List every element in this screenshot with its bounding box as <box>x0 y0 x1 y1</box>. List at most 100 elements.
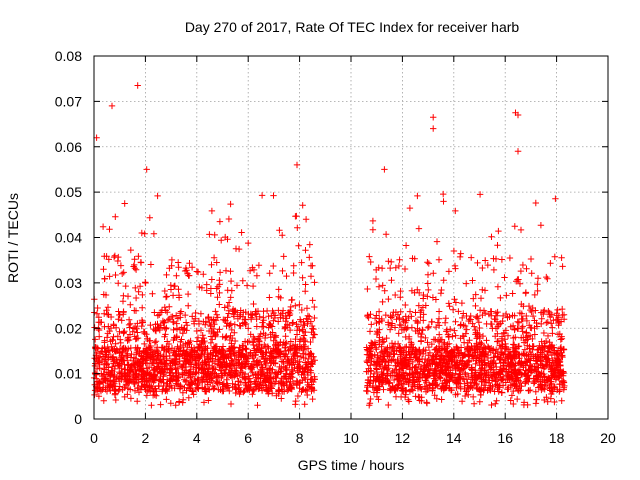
data-point <box>382 231 390 238</box>
data-point <box>451 296 458 303</box>
data-point <box>245 384 252 392</box>
data-point <box>405 398 413 405</box>
data-point <box>544 318 551 326</box>
data-point <box>435 256 443 263</box>
data-point <box>400 349 407 356</box>
data-point <box>465 358 473 365</box>
data-point <box>236 359 243 366</box>
data-point <box>105 323 112 330</box>
data-point <box>445 300 452 307</box>
data-point <box>199 376 207 383</box>
data-point <box>292 397 299 405</box>
data-point <box>258 192 266 199</box>
data-point <box>388 340 396 347</box>
data-point <box>154 312 161 319</box>
data-point <box>239 277 246 284</box>
data-point <box>306 351 314 359</box>
data-point <box>142 386 149 393</box>
data-point <box>135 389 143 396</box>
data-point <box>269 329 276 336</box>
data-point <box>296 345 303 352</box>
data-point <box>268 375 275 383</box>
data-point <box>512 360 519 367</box>
data-point <box>531 325 538 332</box>
data-point <box>102 377 109 384</box>
data-point <box>548 311 555 318</box>
data-point <box>428 318 435 326</box>
data-point <box>460 310 467 317</box>
data-point <box>293 212 300 220</box>
data-point <box>308 358 315 365</box>
data-point <box>166 315 173 323</box>
data-point <box>460 376 468 383</box>
data-point <box>420 311 427 318</box>
data-point <box>254 346 261 353</box>
x-tick-label: 4 <box>193 430 201 446</box>
data-point <box>440 190 447 198</box>
data-point <box>415 225 423 232</box>
data-point <box>511 223 518 230</box>
data-point <box>95 360 103 368</box>
data-point <box>276 227 283 234</box>
data-point <box>247 314 255 321</box>
data-point <box>522 289 530 296</box>
data-point <box>400 318 407 325</box>
data-point <box>153 357 160 364</box>
data-point <box>127 386 134 393</box>
data-point <box>416 381 423 388</box>
data-point <box>165 347 173 355</box>
data-point <box>307 262 315 269</box>
data-point <box>124 391 131 398</box>
data-point <box>172 402 179 409</box>
data-point <box>424 361 431 368</box>
data-point <box>516 309 524 317</box>
data-point <box>296 301 303 308</box>
data-point <box>507 355 515 362</box>
data-point <box>131 256 138 263</box>
data-point <box>143 331 150 338</box>
data-point <box>433 395 440 402</box>
data-point <box>150 373 157 380</box>
data-point <box>461 392 469 400</box>
data-point <box>212 378 220 385</box>
data-point <box>241 316 248 323</box>
data-point <box>132 284 139 292</box>
data-point <box>179 371 186 378</box>
data-point <box>302 216 310 223</box>
data-point <box>481 371 488 378</box>
data-point <box>104 304 112 311</box>
data-point <box>398 365 405 372</box>
data-point <box>272 332 280 339</box>
data-point <box>499 341 506 348</box>
data-point <box>122 366 129 373</box>
data-point <box>261 334 269 342</box>
data-point <box>416 397 423 404</box>
data-point <box>302 288 309 295</box>
data-point <box>193 327 200 335</box>
data-point <box>143 166 150 173</box>
data-point <box>91 324 98 331</box>
data-point <box>221 361 228 368</box>
data-point <box>477 295 485 302</box>
data-point <box>298 388 305 395</box>
data-point <box>420 317 427 324</box>
data-point <box>97 386 105 394</box>
data-point <box>134 334 142 342</box>
data-point <box>307 369 315 376</box>
x-tick-label: 10 <box>343 430 359 446</box>
data-point <box>397 384 405 392</box>
data-point <box>559 311 566 319</box>
data-point <box>411 289 418 296</box>
data-point <box>200 339 207 346</box>
data-point <box>534 275 542 282</box>
data-point <box>272 353 280 360</box>
data-point <box>465 317 472 325</box>
data-point <box>401 375 409 382</box>
data-point <box>521 346 529 353</box>
data-point <box>158 344 165 351</box>
data-point <box>551 384 558 392</box>
data-point <box>552 367 559 374</box>
data-point <box>107 387 114 394</box>
data-point <box>250 333 257 341</box>
data-point <box>429 384 437 391</box>
